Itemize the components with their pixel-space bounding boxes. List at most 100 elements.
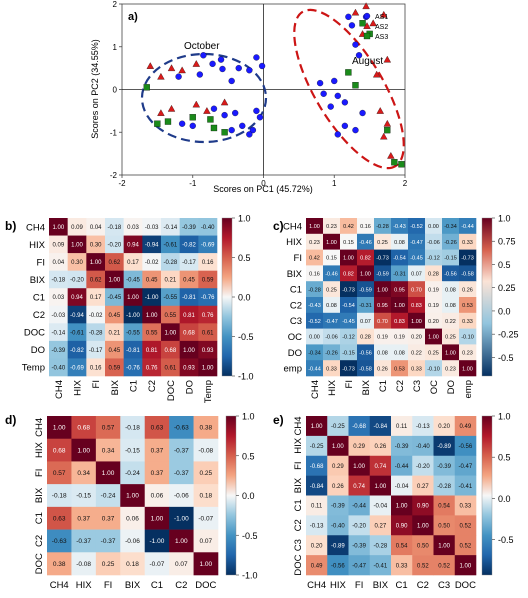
heatmap-cell [391,328,409,345]
heatmap-cell [47,484,72,508]
cell-value-label: 0.52 [438,563,450,569]
heatmap-cell [71,461,97,485]
cell-value-label: -0.45 [410,256,423,262]
cell-value-label: -0.43 [393,224,406,230]
heatmap-cell [49,253,68,271]
heatmap-cell [123,358,143,377]
heatmap-cell [179,253,199,271]
heatmap-cell [161,323,180,342]
cell-value-label: 0.23 [326,224,337,230]
cell-value-label: -0.14 [163,225,177,231]
heatmap-cell [454,555,477,576]
cell-value-label: -0.43 [308,303,321,309]
cell-value-label: 1.00 [202,365,214,371]
cell-value-label: 0.57 [102,425,115,432]
heatmap-cell [198,358,218,377]
point-as1 [249,126,257,134]
colorbar-tick-label: -0.5 [498,353,514,363]
heatmap-cell [105,358,124,377]
heatmap-cell [412,535,434,556]
point-as2 [220,98,229,106]
cell-value-label: -0.94 [145,243,159,249]
cell-value-label: 0.03 [127,225,139,231]
heatmap-cell [459,249,477,266]
cell-value-label: 0.45 [108,348,120,354]
cell-value-label: -0.40 [416,444,430,450]
col-tick-label: CH4 [310,380,321,399]
heatmap-cell [323,344,341,361]
heatmap-cell [86,253,106,271]
heatmap-cell [408,218,426,235]
heatmap-cell [67,218,87,236]
cell-value-label: 0.38 [53,561,66,568]
heatmap-cell [161,305,180,324]
heatmap-cell [327,455,349,476]
heatmap-cell [323,233,341,250]
heatmap-cell [105,288,124,307]
point-as2 [146,62,155,69]
row-tick-label: C3 [293,539,304,551]
cell-value-label: 0.83 [394,319,405,325]
heatmap-cell [412,455,434,476]
heatmap-cell [105,305,124,324]
heatmap-cell [169,529,194,553]
heatmap-cell [67,270,87,289]
legend-label-as1: AS1 [375,14,388,21]
cell-value-label: -0.39 [352,543,366,549]
heatmap-cell [340,233,358,250]
heatmap-cell [369,555,392,576]
heatmap-cell [161,358,180,377]
heatmap-cell [391,360,409,377]
cell-value-label: -0.18 [107,225,121,231]
point-as3 [210,124,218,132]
heatmap-cell [120,461,146,485]
cell-value-label: -0.28 [374,543,388,549]
cell-value-label: -0.39 [331,504,345,510]
heatmap-cell [357,281,375,298]
cell-value-label: 0.33 [396,563,408,569]
cell-value-label: -0.39 [437,464,451,470]
col-tick-label: Temp [203,380,214,403]
cell-value-label: 0.00 [309,335,320,341]
heatmap-cell [169,438,194,462]
cell-value-label: 0.34 [102,447,115,454]
heatmap-cell [442,328,460,345]
heatmap-cell [391,297,409,314]
cell-value-label: 1.00 [175,538,188,545]
colorbar-tick-label: 0.0 [238,293,251,303]
point-as3 [154,120,161,127]
heatmap-cell [454,416,477,437]
heatmap-cell [340,297,358,314]
cell-value-label: -0.73 [376,256,389,262]
cell-value-label: -0.55 [126,330,140,336]
cell-value-label: -0.82 [70,348,84,354]
heatmap-cell [67,323,87,342]
cell-value-label: -0.39 [51,348,65,354]
heatmap-cell [105,218,124,236]
heatmap-cell [442,360,460,377]
cell-value-label: 0.33 [462,319,473,325]
cell-value-label: 0.23 [445,366,456,372]
colorbar-tick-label: -1.0 [242,571,258,581]
cell-value-label: 0.93 [202,348,214,354]
heatmap-cell [179,305,199,324]
heatmap-cell [369,416,392,437]
cell-value-label: -0.47 [410,240,423,246]
cell-value-label: -0.15 [125,447,140,454]
heatmap-cell [374,249,392,266]
row-tick-label: C2 [290,300,302,311]
cell-value-label: -0.07 [150,561,165,568]
point-as3 [207,116,214,123]
heatmap-cell [433,515,456,536]
col-tick-label: FI [91,380,102,388]
heatmap-cell [198,323,218,342]
panel-a-ticks: -2 -1 0 1 2 -2 -1 0 1 2 [110,0,408,188]
august-label: August [352,56,383,67]
cell-value-label: 0.16 [360,224,371,230]
heatmap-cell [369,535,392,556]
cell-value-label: -0.31 [393,272,406,278]
heatmap-cell [391,281,409,298]
october-label: October [184,41,220,52]
colorbar [221,217,233,377]
heatmap-cell [327,435,349,457]
